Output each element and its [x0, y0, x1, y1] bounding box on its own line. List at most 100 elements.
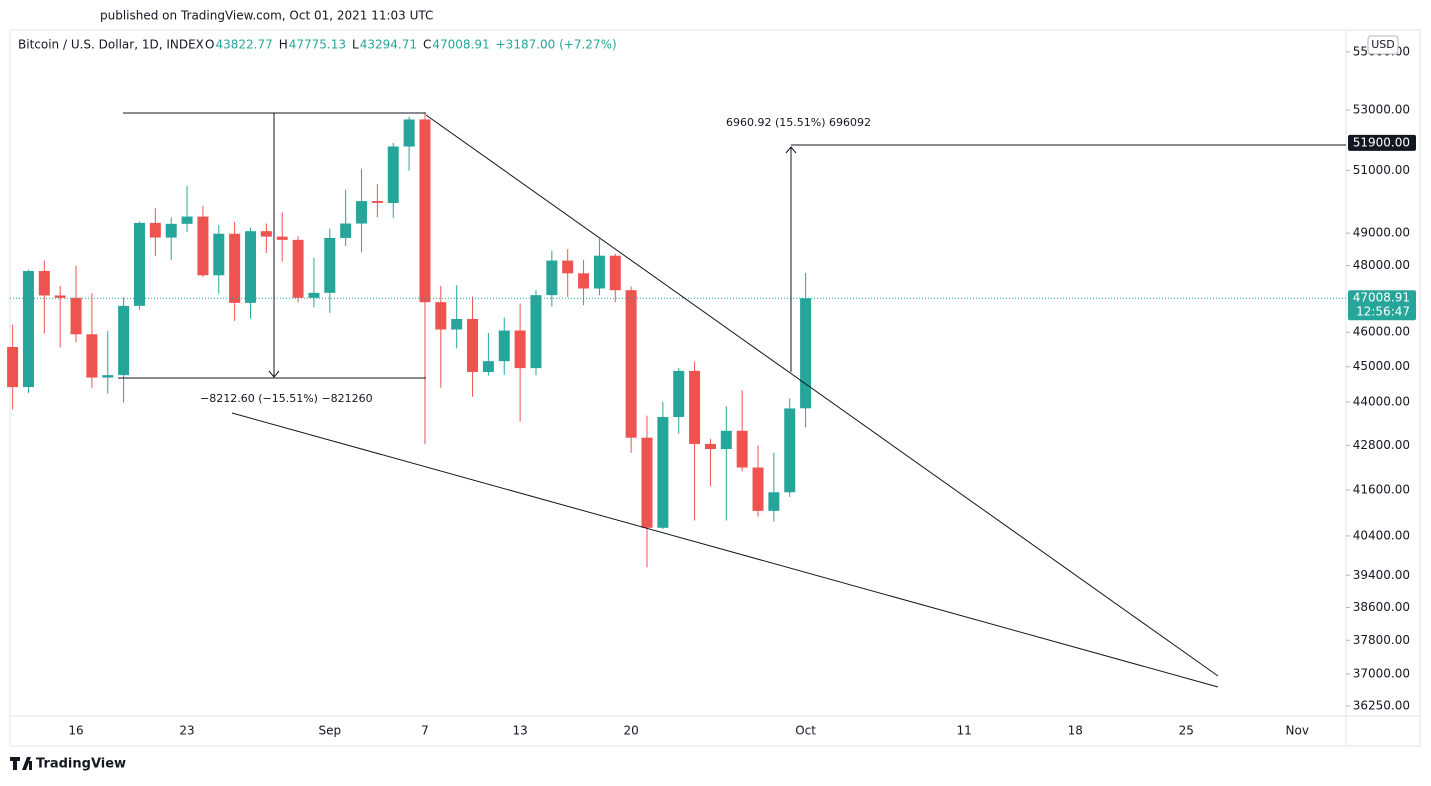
- candle-body: [736, 430, 748, 468]
- x-tick-label: Sep: [318, 724, 341, 738]
- candle-body: [609, 255, 621, 291]
- legend: Bitcoin / U.S. Dollar, 1D, INDEX O 43822.…: [18, 38, 617, 52]
- candle-body: [86, 334, 98, 378]
- y-tick-label: 38600.00: [1353, 600, 1410, 614]
- candle-body: [498, 330, 510, 362]
- candle-body: [546, 260, 558, 296]
- candle-body: [514, 330, 526, 369]
- measure-label: 6960.92 (15.51%) 696092: [726, 116, 871, 129]
- candle-body: [657, 417, 669, 528]
- y-tick-label: 44000.00: [1353, 394, 1410, 408]
- candle-body: [704, 443, 716, 450]
- candle-body: [22, 271, 34, 388]
- y-tick-label: 41600.00: [1353, 483, 1410, 497]
- candle-body: [752, 467, 764, 511]
- x-tick-label: 23: [179, 724, 194, 738]
- candle-body: [260, 231, 272, 237]
- y-tick-label: 45000.00: [1353, 359, 1410, 373]
- measure-label: −8212.60 (−15.51%) −821260: [200, 392, 373, 405]
- candle-body: [340, 223, 352, 238]
- candle-body: [371, 201, 383, 203]
- ohlc-key: C: [423, 38, 431, 52]
- candle-body: [149, 222, 161, 238]
- y-tick-label: 48000.00: [1353, 258, 1410, 272]
- candle-body: [356, 201, 368, 224]
- candle-body: [641, 437, 653, 528]
- arrow-head: [785, 146, 797, 154]
- candle-body: [165, 223, 177, 238]
- x-tick-label: 16: [68, 724, 83, 738]
- published-note: published on TradingView.com, Oct 01, 20…: [100, 9, 433, 23]
- arrow-head: [268, 370, 280, 378]
- y-tick-label: 40400.00: [1353, 528, 1410, 542]
- symbol: Bitcoin / U.S. Dollar, 1D, INDEX: [18, 38, 204, 52]
- x-tick-label: 7: [421, 724, 429, 738]
- candle-body: [625, 290, 637, 438]
- candle-body: [308, 292, 320, 298]
- y-tick-label: 39400.00: [1353, 568, 1410, 582]
- last-price-label: 47008.91: [1353, 291, 1410, 305]
- target-price-box: [1348, 134, 1416, 151]
- x-tick-label: 25: [1179, 724, 1194, 738]
- x-tick-label: Nov: [1286, 724, 1309, 738]
- candle-body: [720, 430, 732, 450]
- candle-body: [102, 375, 114, 378]
- currency-button[interactable]: [1367, 35, 1399, 55]
- change: +3187.00 (+7.27%): [496, 38, 617, 52]
- candle-body: [245, 231, 256, 303]
- candle-body: [593, 255, 605, 289]
- candle-body: [276, 236, 288, 240]
- y-tick-label: 49000.00: [1353, 226, 1410, 240]
- trend-line: [231, 412, 1219, 688]
- x-tick-label: 11: [957, 724, 972, 738]
- y-tick-label: 36250.00: [1353, 699, 1410, 713]
- candle-body: [118, 305, 130, 376]
- candle-body: [562, 260, 574, 274]
- candle-body: [54, 295, 66, 298]
- ohlc-key: O: [205, 38, 214, 52]
- logo-text: TradingView: [36, 757, 126, 772]
- candle-body: [70, 297, 82, 335]
- x-tick-label: 13: [512, 724, 527, 738]
- y-tick-label: 42800.00: [1353, 438, 1410, 452]
- candle-body: [403, 119, 415, 147]
- ohlc-key: L: [352, 38, 359, 52]
- currency-label[interactable]: USD: [1371, 38, 1395, 51]
- candle-body: [451, 318, 463, 330]
- candle-body: [7, 346, 19, 388]
- y-tick-label: 53000.00: [1353, 102, 1410, 116]
- countdown: 12:56:47: [1356, 305, 1410, 319]
- target-price-label: 51900.00: [1353, 135, 1410, 149]
- candle-body: [673, 370, 685, 418]
- candle-body: [133, 222, 145, 306]
- ohlc-key: H: [279, 38, 288, 52]
- candle-body: [387, 146, 399, 203]
- y-tick-label: 37000.00: [1353, 666, 1410, 680]
- candle-body: [38, 271, 50, 296]
- candle-body: [800, 298, 812, 409]
- y-tick-label: 46000.00: [1353, 325, 1410, 339]
- candle-body: [324, 237, 336, 293]
- y-tick-label: 37800.00: [1353, 633, 1410, 647]
- candle-body: [229, 233, 241, 303]
- x-tick-label: 20: [623, 724, 638, 738]
- trend-line: [425, 114, 1219, 677]
- candle-body: [784, 408, 796, 493]
- candle-body: [689, 370, 701, 444]
- logo-icon: [10, 757, 32, 770]
- chart-frame: [9, 29, 1421, 747]
- ohlc-value: 47775.13: [289, 38, 346, 52]
- x-tick-label: 18: [1068, 724, 1083, 738]
- candle-body: [578, 273, 590, 289]
- candle-body: [482, 361, 494, 372]
- candle-body: [768, 492, 780, 511]
- candle-body: [213, 233, 225, 276]
- y-tick-label: 51000.00: [1353, 163, 1410, 177]
- logo: TradingView: [10, 757, 126, 772]
- candle-body: [292, 239, 304, 298]
- candle-body: [530, 295, 542, 369]
- ohlc-value: 47008.91: [432, 38, 489, 52]
- last-price-box: [1348, 290, 1416, 321]
